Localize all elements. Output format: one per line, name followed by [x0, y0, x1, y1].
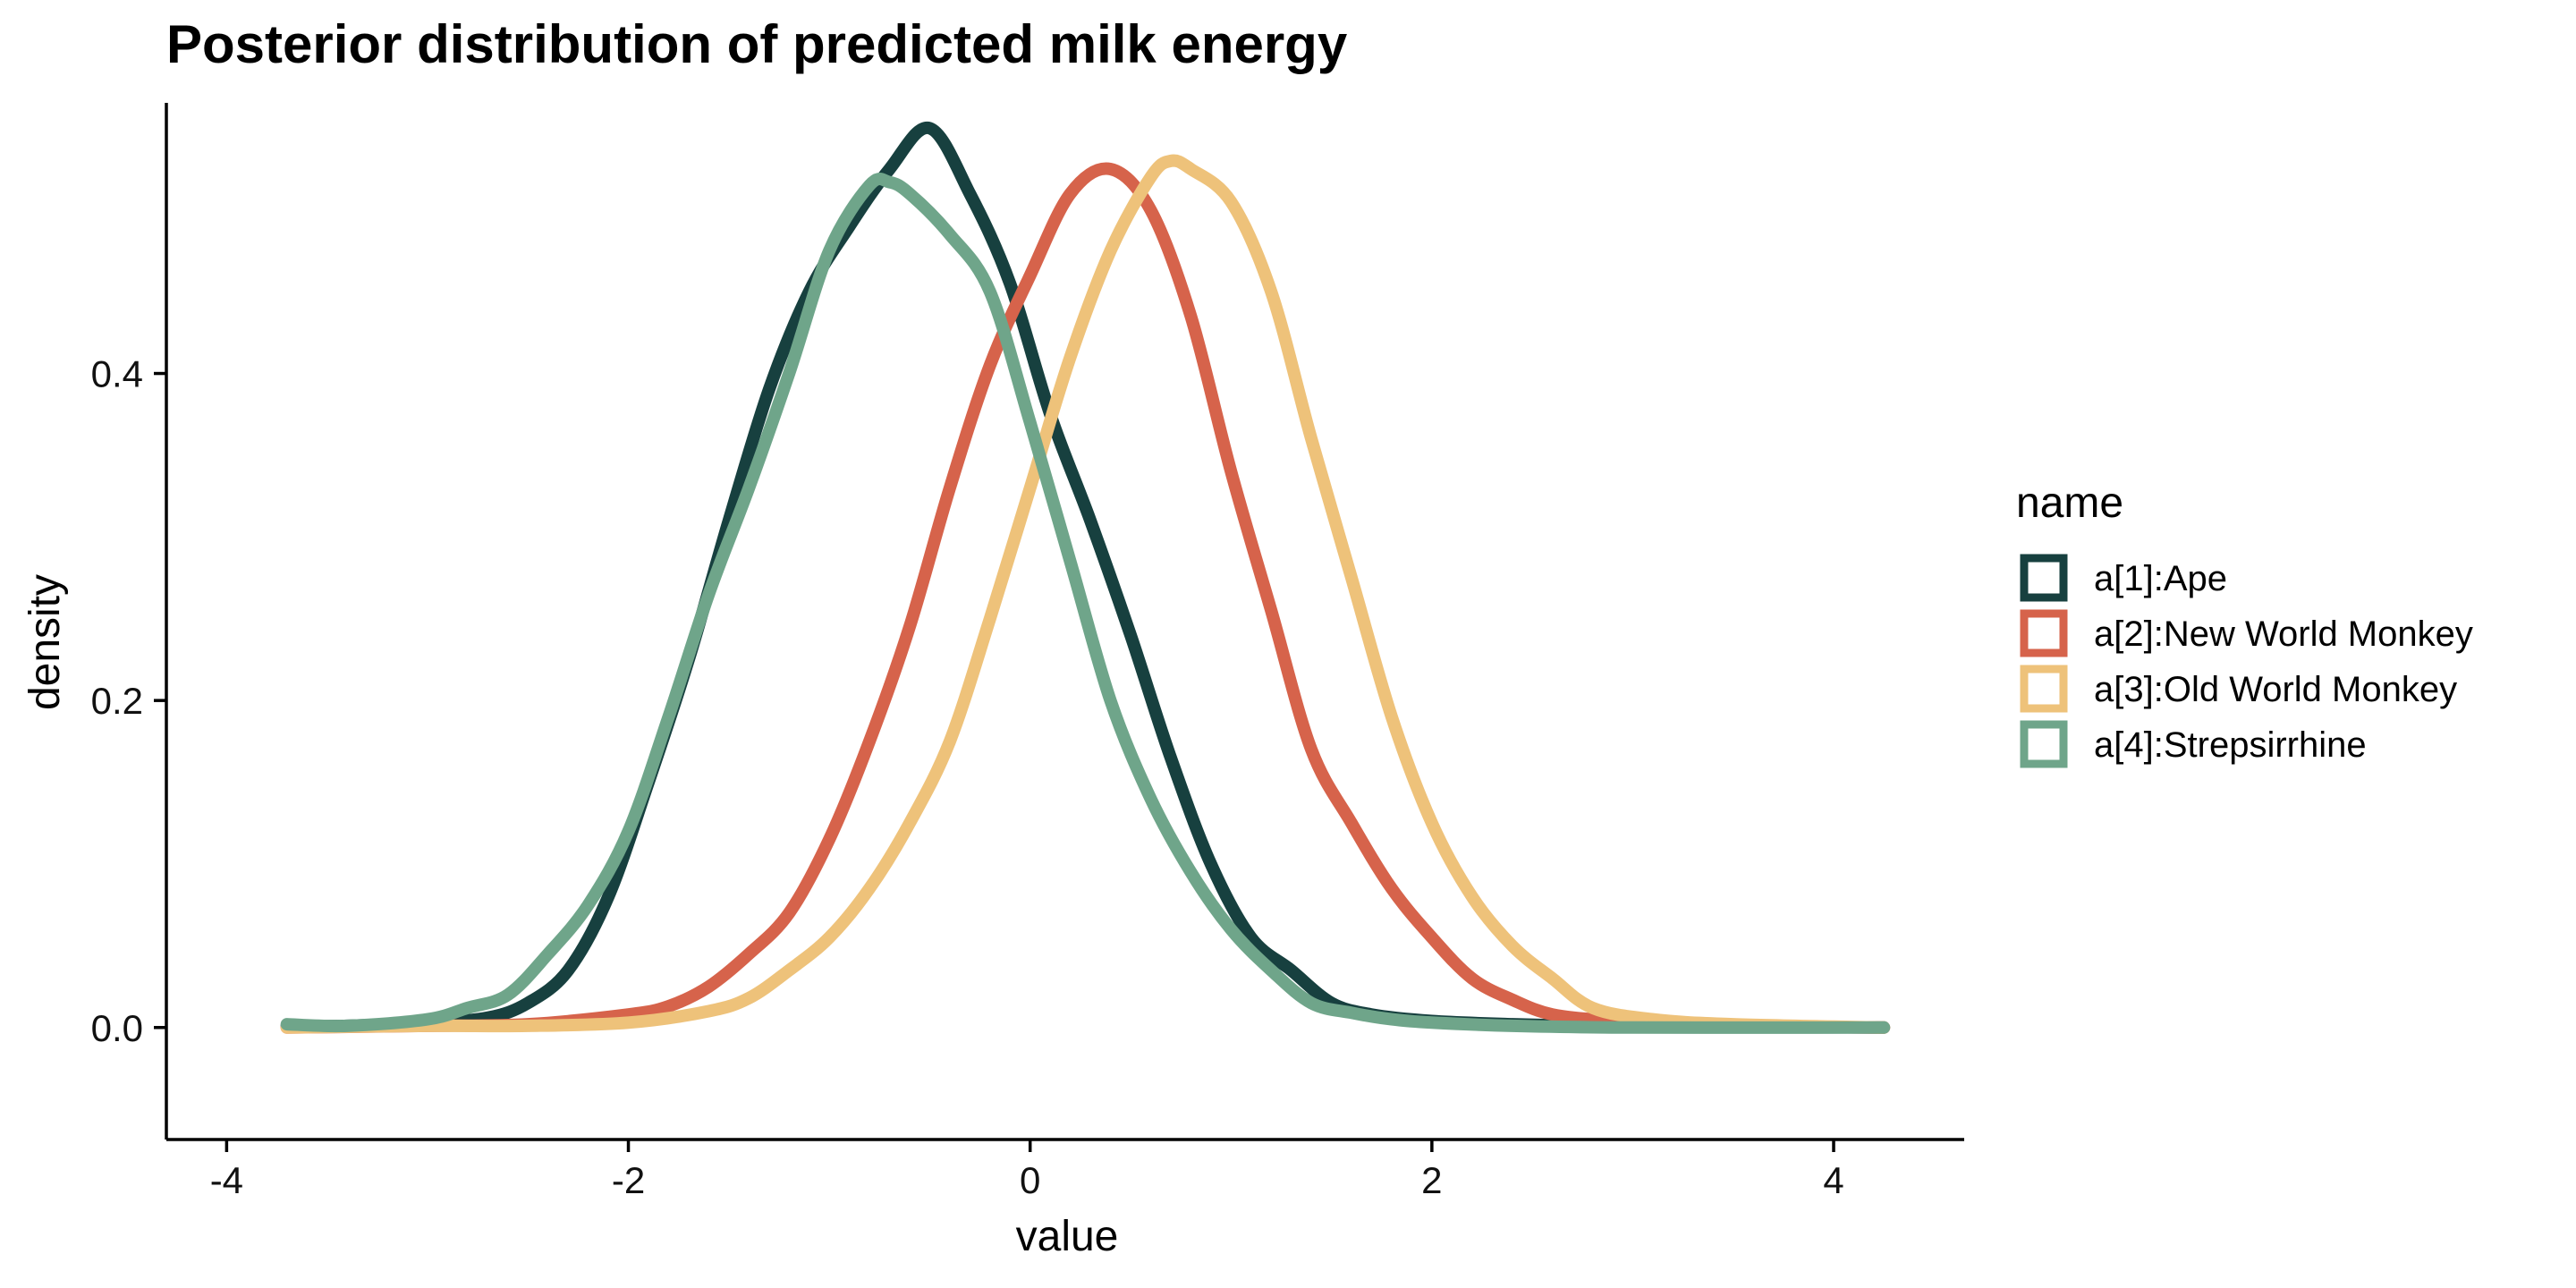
plot-series-group [280, 122, 1891, 1034]
legend: name a[1]:Ape a[2]:New World Monkey a[3]:O… [2016, 479, 2473, 768]
legend-key-a-2-new-world-monkey [2020, 609, 2068, 657]
x-tick-label: 2 [1421, 1159, 1442, 1201]
legend-key-a-4-strepsirrhine [2020, 720, 2068, 768]
axes [165, 103, 1964, 1141]
y-axis-ticks: 0.0 0.2 0.4 [91, 353, 166, 1049]
legend-key-a-1-ape [2020, 554, 2068, 602]
x-axis-title: value [1016, 1213, 1119, 1260]
density-line-a-4-strepsirrhine [280, 173, 1891, 1034]
legend-title: name [2016, 479, 2123, 527]
x-tick-label: -2 [612, 1159, 645, 1201]
legend-label: a[2]:New World Monkey [2094, 614, 2473, 654]
legend-label: a[3]:Old World Monkey [2094, 670, 2457, 709]
y-axis-title: density [21, 574, 69, 710]
x-tick-label: -4 [210, 1159, 243, 1201]
density-line-a-1-ape [280, 122, 1891, 1034]
legend-label: a[1]:Ape [2094, 559, 2227, 598]
x-tick-label: 0 [1020, 1159, 1040, 1201]
x-tick-label: 4 [1823, 1159, 1843, 1201]
y-tick-label: 0.2 [91, 680, 143, 722]
legend-items: a[1]:Ape a[2]:New World Monkey a[3]:Old Wo… [2020, 554, 2473, 768]
legend-key-a-3-old-world-monkey [2020, 665, 2068, 713]
legend-label: a[4]:Strepsirrhine [2094, 725, 2367, 765]
density-line-a-3-old-world-monkey [280, 154, 1891, 1034]
chart-title: Posterior distribution of predicted milk… [166, 14, 1348, 74]
y-tick-label: 0.4 [91, 353, 143, 395]
x-axis-ticks: -4 -2 0 2 4 [210, 1140, 1844, 1201]
y-tick-label: 0.0 [91, 1007, 143, 1049]
density-line-a-2-new-world-monkey [280, 162, 1891, 1034]
